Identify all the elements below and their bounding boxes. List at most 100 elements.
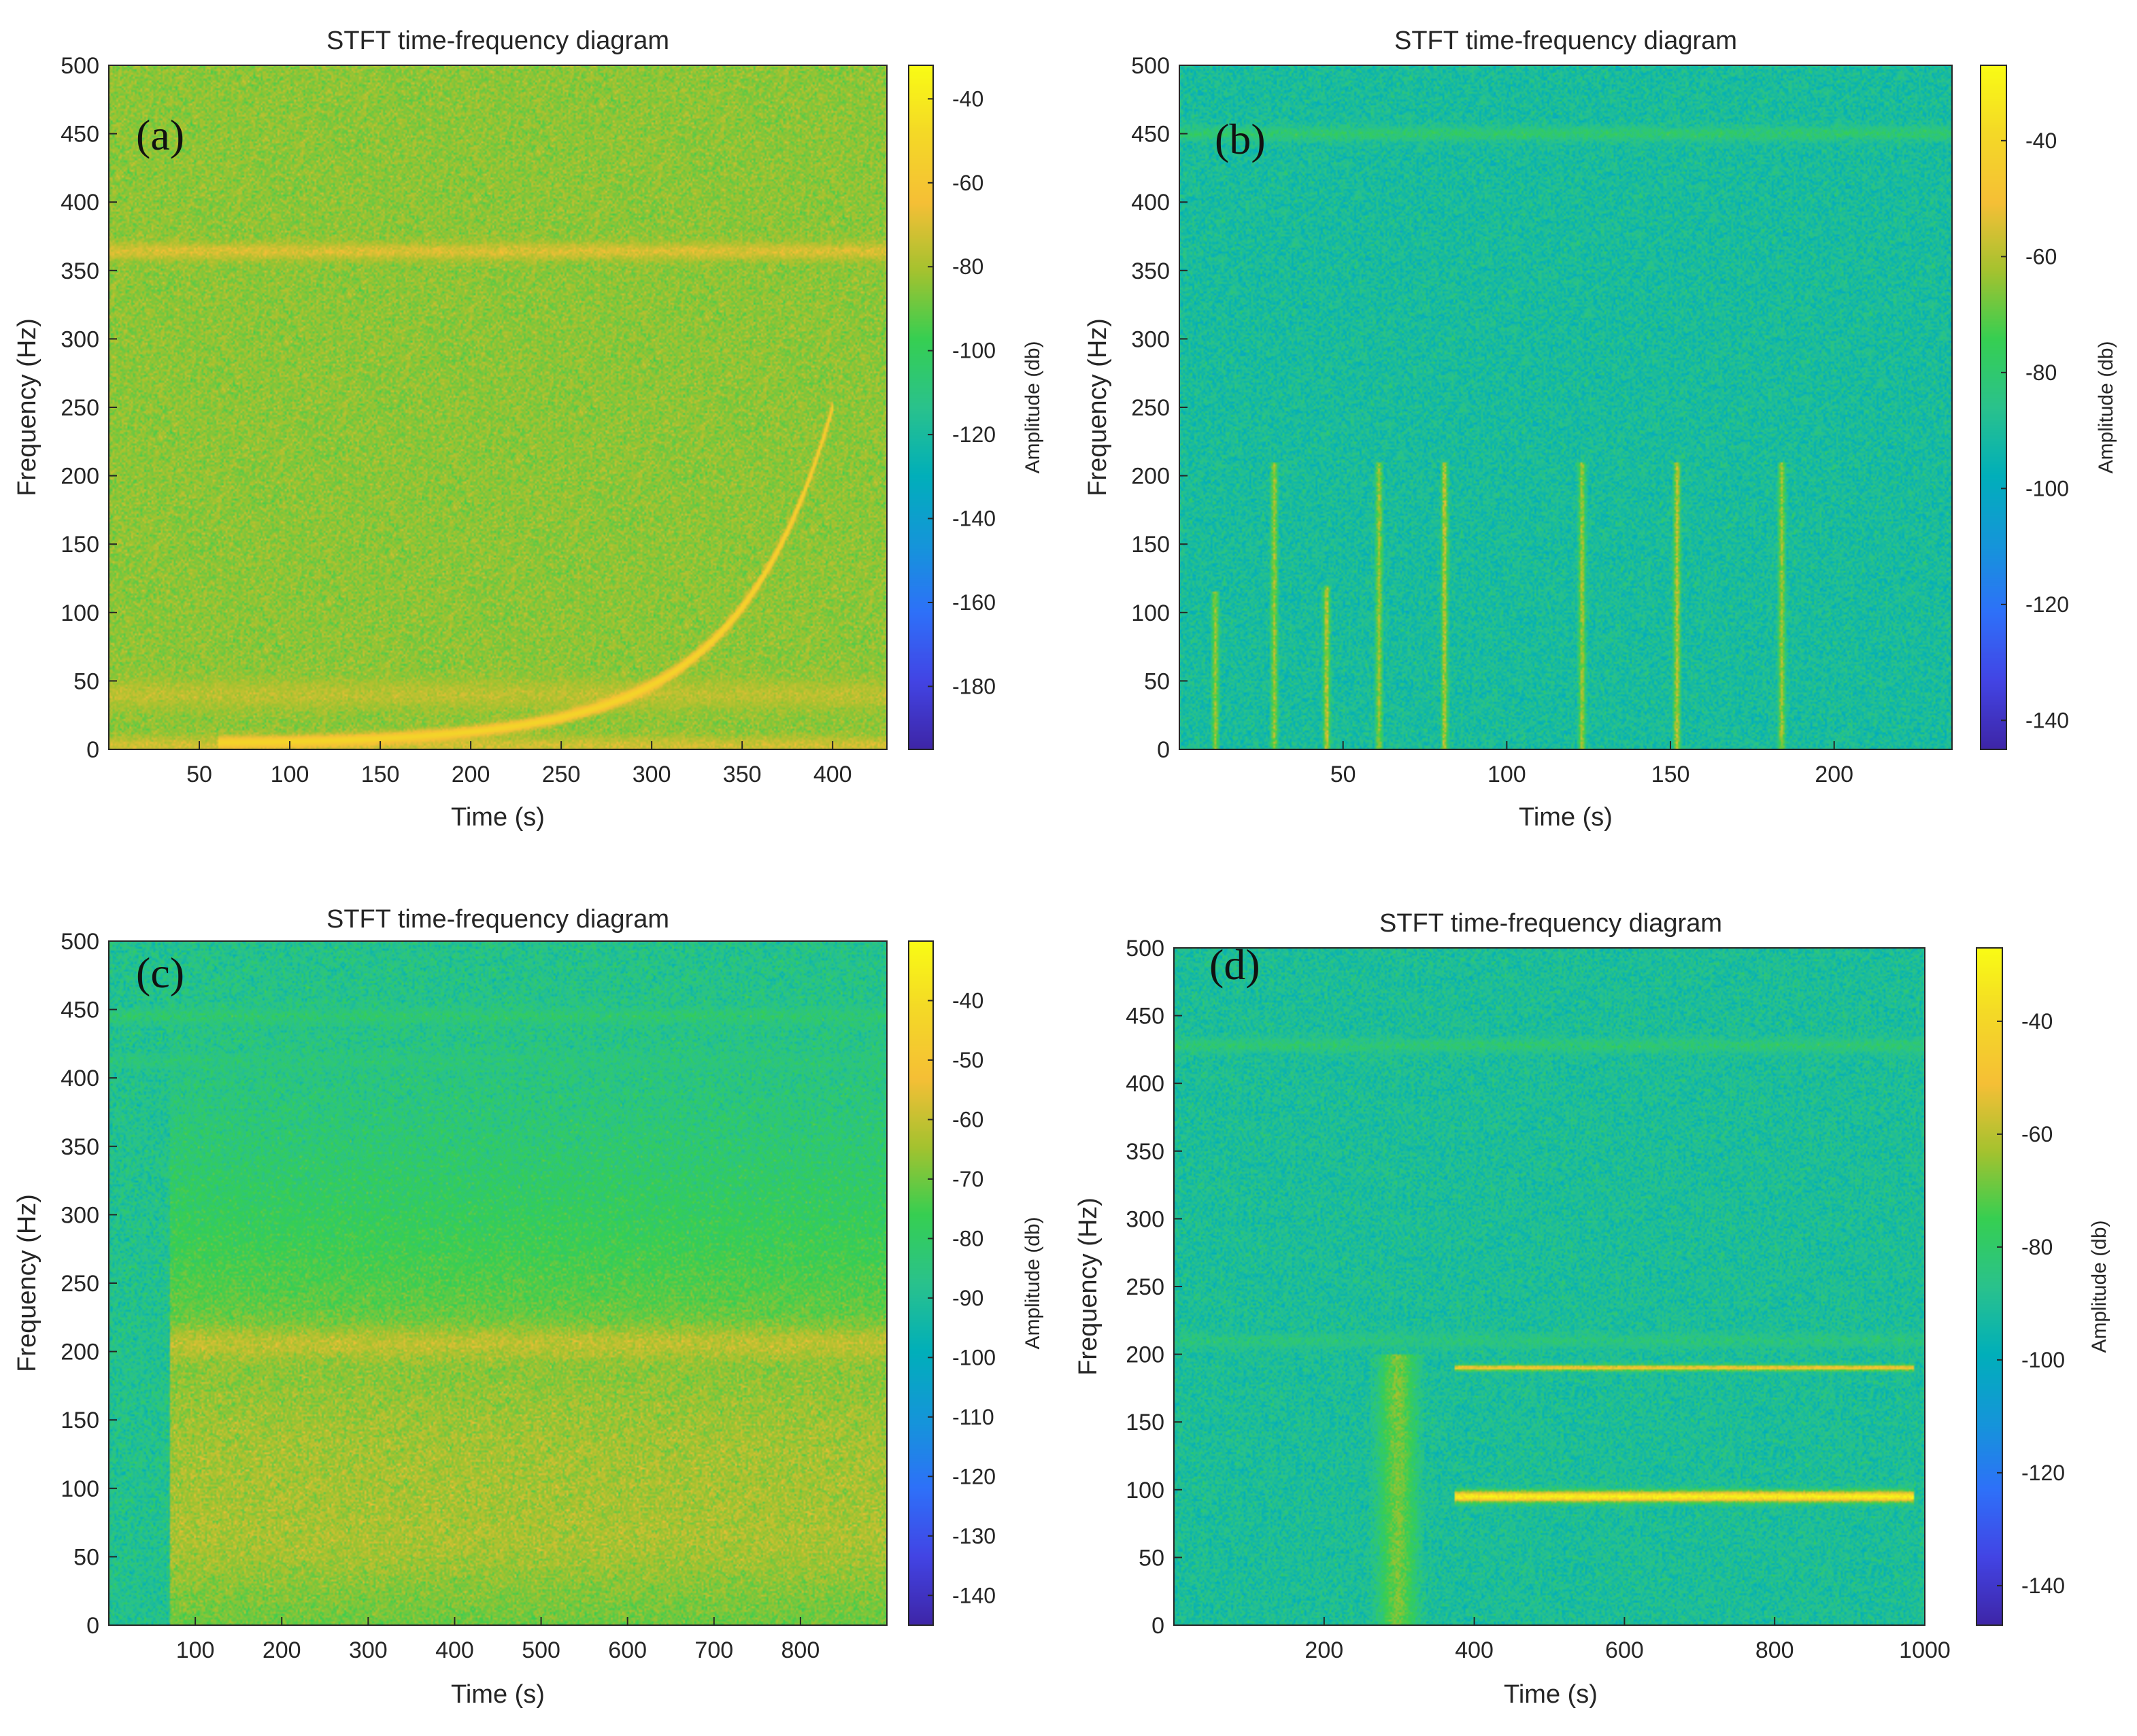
panel-d-colorbar-gradient xyxy=(1976,948,2002,1625)
panel-a-colorbar: -40 -60 -80 -100 -120 -140 -160 -180 xyxy=(908,65,996,750)
panel-c-x-tick-label: 100 xyxy=(176,1637,215,1663)
panel-c-colorbar-tick-label: -90 xyxy=(952,1286,983,1310)
panel-a-x-tick-label: 350 xyxy=(723,762,762,787)
panel-c-colorbar-tick-label: -40 xyxy=(952,988,983,1012)
panel-d-colorbar-tick-label: -60 xyxy=(2021,1122,2053,1146)
panel-d-x-tick-label: 400 xyxy=(1455,1637,1494,1663)
panel-d-y-tick-label: 100 xyxy=(1126,1478,1164,1503)
panel-c-colorbar-tick-label: -120 xyxy=(952,1464,996,1488)
panel-c-y-tick-label: 150 xyxy=(61,1408,99,1433)
panel-c-colorbar-tick-label: -140 xyxy=(952,1583,996,1607)
panel-d-x-tick-label: 1000 xyxy=(1899,1637,1951,1663)
panel-b-y-tick-label: 100 xyxy=(1131,600,1170,626)
panel-b-colorbar-tick-label: -100 xyxy=(2025,476,2069,500)
panel-b-y-tick-label: 50 xyxy=(1144,668,1170,694)
panel-c-colorbar-tick-label: -50 xyxy=(952,1048,983,1072)
panel-c-x-tick-label: 400 xyxy=(435,1637,474,1663)
panel-a: STFT time-frequency diagram 50 100 150 200 2… xyxy=(13,27,1044,832)
panel-a-x-tick-label: 250 xyxy=(542,762,581,787)
panel-b-colorbar-ticks: -40 -60 -80 -100 -120 -140 xyxy=(2001,129,2069,732)
panel-d-x-ticks: 200 400 600 800 1000 xyxy=(1305,1617,1951,1663)
panel-c-colorbar-gradient xyxy=(909,941,933,1625)
panel-c-x-tick-label: 300 xyxy=(349,1637,388,1663)
panel-c-colorbar-tick-label: -70 xyxy=(952,1167,983,1191)
panel-b-x-ticks: 50 100 150 200 xyxy=(1330,741,1853,787)
panel-c-y-tick-label: 450 xyxy=(61,998,99,1023)
panel-c-x-tick-label: 500 xyxy=(522,1637,560,1663)
panel-a-title: STFT time-frequency diagram xyxy=(326,27,669,55)
panel-c-colorbar-label: Amplitude (db) xyxy=(1022,1216,1044,1349)
panel-b-y-tick-label: 400 xyxy=(1131,190,1170,216)
panel-d-y-tick-label: 400 xyxy=(1126,1071,1164,1097)
panel-b-colorbar-label: Amplitude (db) xyxy=(2095,341,2117,473)
panel-a-letter: (a) xyxy=(136,111,184,159)
panel-d-y-ticks: 0 50 100 150 200 250 300 350 400 450 500 xyxy=(1126,936,1182,1639)
panel-a-y-ticks: 0 50 100 150 200 250 300 350 400 450 500 xyxy=(61,53,117,763)
panel-b-x-tick-label: 150 xyxy=(1651,762,1690,787)
panel-b-colorbar-tick-label: -40 xyxy=(2025,129,2057,153)
panel-c-y-tick-label: 0 xyxy=(86,1613,99,1639)
panel-c-y-tick-label: 350 xyxy=(61,1134,99,1160)
panel-d-x-label: Time (s) xyxy=(1504,1680,1598,1709)
panel-b-y-tick-label: 200 xyxy=(1131,464,1170,490)
panel-a-y-tick-label: 350 xyxy=(61,258,99,284)
panel-d-spectrogram xyxy=(1174,948,1925,1625)
panel-c-letter: (c) xyxy=(136,949,184,997)
panel-b-y-tick-label: 300 xyxy=(1131,326,1170,352)
panel-a-colorbar-tick-label: -160 xyxy=(952,590,996,615)
panel-c-y-tick-label: 50 xyxy=(73,1544,99,1570)
panel-b-colorbar-tick-label: -140 xyxy=(2025,708,2069,732)
panel-a-y-tick-label: 50 xyxy=(73,668,99,694)
panel-a-y-tick-label: 200 xyxy=(61,464,99,490)
panel-b-y-tick-label: 500 xyxy=(1131,53,1170,79)
panel-a-colorbar-tick-label: -140 xyxy=(952,507,996,531)
panel-a-y-tick-label: 400 xyxy=(61,190,99,216)
panel-d-x-tick-label: 600 xyxy=(1605,1637,1644,1663)
panel-d-y-tick-label: 500 xyxy=(1126,936,1164,961)
panel-a-colorbar-tick-label: -40 xyxy=(952,86,983,111)
panel-d-colorbar: -40 -60 -80 -100 -120 -140 xyxy=(1976,947,2065,1626)
panel-d-colorbar-tick-label: -100 xyxy=(2021,1348,2065,1372)
panel-c-colorbar-tick-label: -100 xyxy=(952,1345,996,1369)
panel-d-y-tick-label: 250 xyxy=(1126,1274,1164,1300)
panel-c-x-tick-label: 600 xyxy=(608,1637,647,1663)
panel-a-y-tick-label: 450 xyxy=(61,122,99,148)
panel-b-spectrogram xyxy=(1179,65,1952,749)
panel-b-x-tick-label: 100 xyxy=(1487,762,1526,787)
panel-c-y-tick-label: 300 xyxy=(61,1202,99,1228)
panel-b-y-tick-label: 350 xyxy=(1131,258,1170,284)
panel-b-colorbar: -40 -60 -80 -100 -120 -140 xyxy=(1980,65,2069,750)
panel-b-heatmap xyxy=(1179,65,1953,750)
panel-d-colorbar-tick-label: -140 xyxy=(2021,1573,2065,1598)
panel-d-y-tick-label: 300 xyxy=(1126,1206,1164,1232)
panel-d: STFT time-frequency diagram 200 400 600 800… xyxy=(1074,909,2110,1709)
panel-d-colorbar-tick-label: -40 xyxy=(2021,1009,2053,1034)
panel-a-colorbar-gradient xyxy=(909,65,933,749)
panel-d-x-tick-label: 200 xyxy=(1305,1637,1343,1663)
panel-a-x-tick-label: 150 xyxy=(361,762,400,787)
panel-c-colorbar-ticks: -40 -50 -60 -70 -80 -90 -100 -110 -120 -130 -140 xyxy=(928,988,996,1607)
panel-c-colorbar-tick-label: -80 xyxy=(952,1226,983,1250)
panel-c-colorbar-frame xyxy=(908,940,934,1626)
panel-a-x-tick-label: 50 xyxy=(186,762,212,787)
panel-a-colorbar-frame xyxy=(908,65,934,750)
panel-c-x-label: Time (s) xyxy=(451,1680,545,1709)
panel-d-title: STFT time-frequency diagram xyxy=(1379,909,1722,938)
panel-c: STFT time-frequency diagram 100 200 300 400… xyxy=(13,905,1044,1709)
panel-c-y-tick-label: 400 xyxy=(61,1066,99,1091)
panel-a-spectrogram xyxy=(109,65,887,749)
panel-a-colorbar-tick-label: -60 xyxy=(952,171,983,195)
panel-a-colorbar-tick-label: -120 xyxy=(952,422,996,447)
panel-c-x-tick-label: 700 xyxy=(694,1637,733,1663)
panel-b-y-tick-label: 450 xyxy=(1131,122,1170,148)
panel-c-y-tick-label: 100 xyxy=(61,1476,99,1502)
panel-c-colorbar-tick-label: -60 xyxy=(952,1107,983,1131)
panel-a-x-tick-label: 200 xyxy=(452,762,490,787)
panel-c-y-label: Frequency (Hz) xyxy=(13,1194,41,1372)
panel-c-x-tick-label: 800 xyxy=(781,1637,820,1663)
panel-c-colorbar-tick-label: -110 xyxy=(952,1405,994,1429)
panel-c-x-tick-label: 200 xyxy=(263,1637,301,1663)
panel-c-y-tick-label: 500 xyxy=(61,929,99,955)
panel-a-y-label: Frequency (Hz) xyxy=(13,318,41,496)
panel-b-colorbar-tick-label: -60 xyxy=(2025,244,2057,269)
